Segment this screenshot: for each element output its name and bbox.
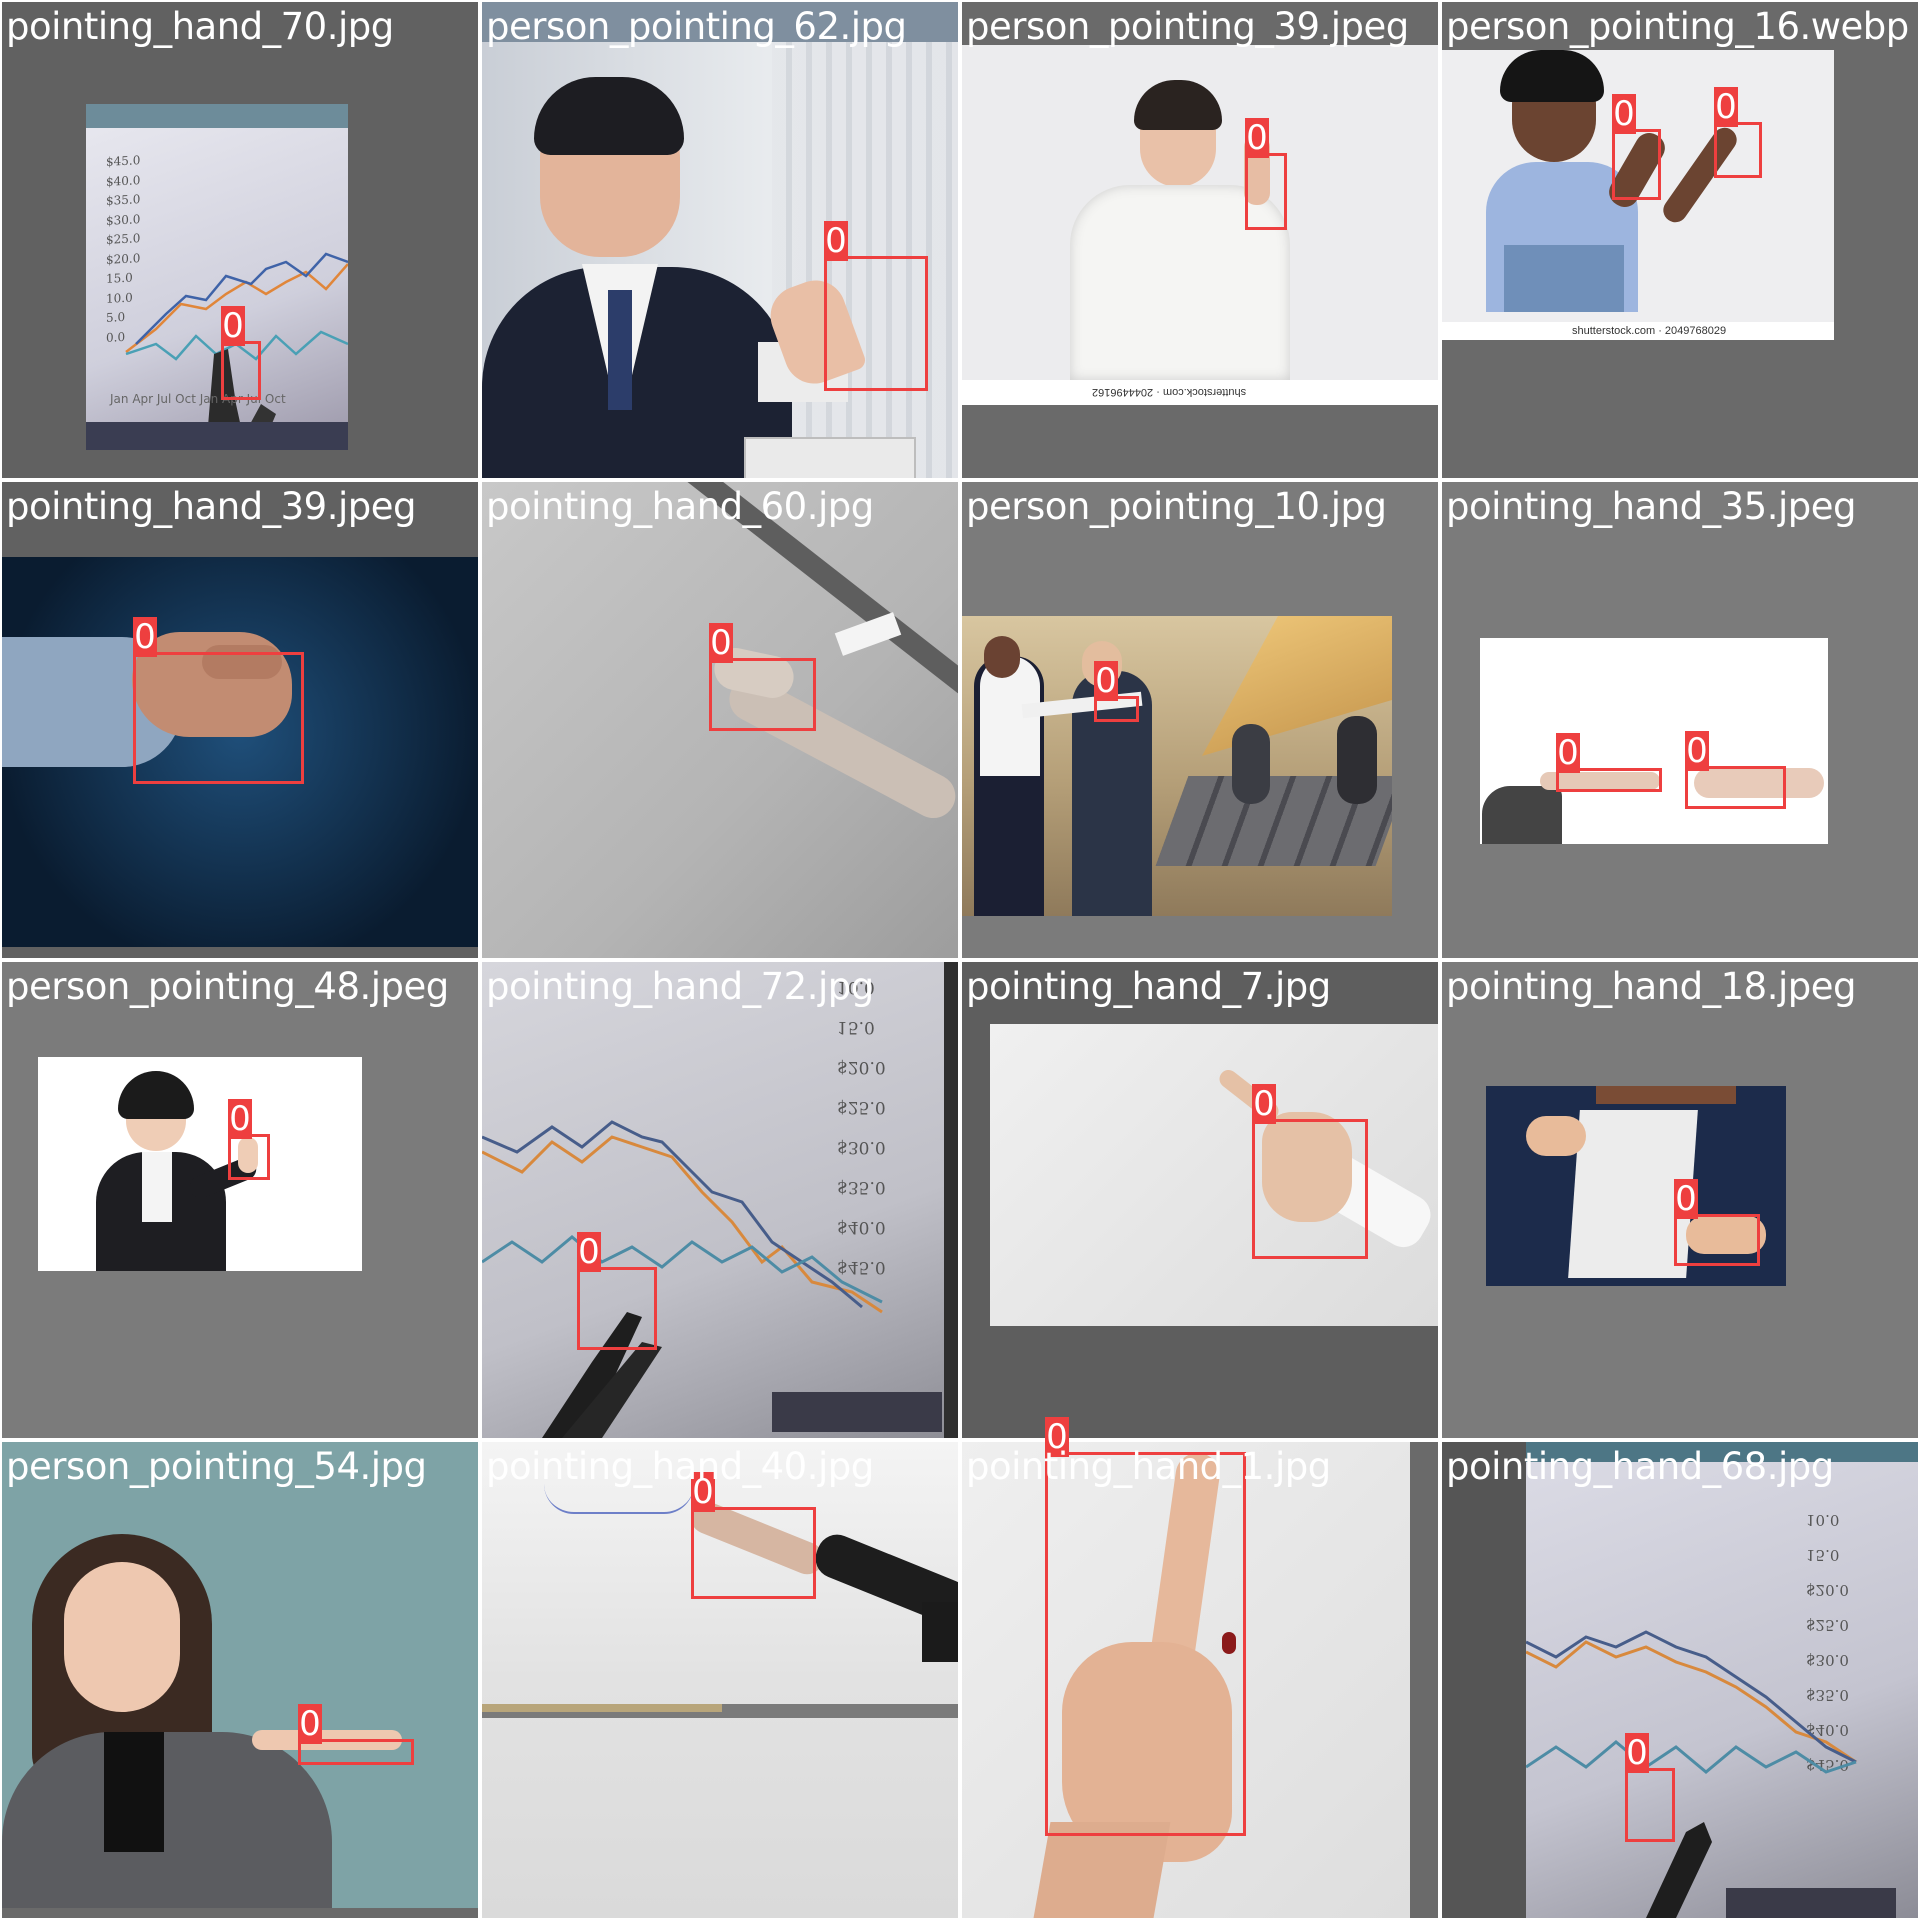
tile-person-pointing-62[interactable]: 0 person_pointing_62.jpg: [482, 2, 958, 478]
tile-pointing-hand-60[interactable]: 0 pointing_hand_60.jpg: [482, 482, 958, 958]
tile-filename: person_pointing_54.jpg: [6, 1445, 427, 1488]
box-label: 0: [1625, 1733, 1649, 1773]
tile-filename: person_pointing_39.jpeg: [966, 5, 1409, 48]
box-label: 0: [709, 623, 733, 663]
photo: [38, 1057, 362, 1271]
bounding-box: [298, 1739, 414, 1765]
box-label: 0: [691, 1472, 715, 1512]
tile-pointing-hand-39[interactable]: 0 pointing_hand_39.jpeg: [2, 482, 478, 958]
tile-filename: pointing_hand_70.jpg: [6, 5, 394, 48]
box-label: 0: [577, 1232, 601, 1272]
tile-filename: pointing_hand_68.jpg: [1446, 1445, 1834, 1488]
tile-pointing-hand-72[interactable]: $45.0 $40.0 $35.0 $30.0 $25.0 $20.0 15.0 10.0 0…: [482, 962, 958, 1438]
tile-filename: pointing_hand_35.jpeg: [1446, 485, 1857, 528]
tile-pointing-hand-18[interactable]: 0 pointing_hand_18.jpeg: [1442, 962, 1918, 1438]
tile-filename: pointing_hand_18.jpeg: [1446, 965, 1857, 1008]
tile-filename: pointing_hand_60.jpg: [486, 485, 874, 528]
box-label: 0: [1714, 87, 1738, 127]
photo: [962, 616, 1392, 916]
box-label: 0: [824, 221, 848, 261]
bounding-box: [1045, 1452, 1246, 1836]
photo: $45.0 $40.0 $35.0 $30.0 $25.0 $20.0 15.0 10.0: [1526, 1442, 1918, 1918]
chart-months: Jan Apr Jul Oct Jan Apr Jul Oct: [110, 392, 286, 406]
bounding-box: [1556, 768, 1662, 792]
bounding-box: [824, 256, 928, 391]
tile-filename: person_pointing_16.webp: [1446, 5, 1909, 48]
tile-person-pointing-39[interactable]: shutterstock.com · 2044496162 0 person_p…: [962, 2, 1438, 478]
box-label: 0: [1612, 94, 1636, 134]
box-label: 0: [298, 1704, 322, 1744]
watermark: shutterstock.com · 2044496162: [1092, 386, 1247, 398]
bounding-box: [1252, 1119, 1368, 1259]
tile-filename: pointing_hand_1.jpg: [966, 1445, 1331, 1488]
tile-filename: person_pointing_48.jpeg: [6, 965, 449, 1008]
tile-person-pointing-54[interactable]: 0 person_pointing_54.jpg: [2, 1442, 478, 1918]
photo: [482, 1442, 958, 1918]
box-label: 0: [133, 617, 157, 657]
bounding-box: [691, 1507, 816, 1599]
bounding-box: [1674, 1214, 1760, 1266]
photo: [2, 557, 478, 947]
bounding-box: [1714, 122, 1762, 178]
photo: [482, 42, 958, 478]
bounding-box: [133, 652, 304, 784]
box-label: 0: [1674, 1179, 1698, 1219]
box-label: 0: [228, 1099, 252, 1139]
tile-person-pointing-16[interactable]: shutterstock.com · 2049768029 0 0 person…: [1442, 2, 1918, 478]
tile-person-pointing-48[interactable]: 0 person_pointing_48.jpeg: [2, 962, 478, 1438]
tile-filename: pointing_hand_7.jpg: [966, 965, 1331, 1008]
tile-pointing-hand-7[interactable]: 0 pointing_hand_7.jpg: [962, 962, 1438, 1438]
box-label: 0: [221, 306, 245, 346]
tile-pointing-hand-70[interactable]: $45.0 $40.0 $35.0 $30.0 $25.0 $20.0 15.0 10.0 5.…: [2, 2, 478, 478]
tile-filename: person_pointing_10.jpg: [966, 485, 1387, 528]
photo: [962, 1442, 1410, 1918]
box-label: 0: [1045, 1417, 1069, 1457]
bounding-box: [228, 1134, 270, 1180]
bounding-box: [709, 658, 816, 731]
box-label: 0: [1556, 733, 1580, 773]
tile-pointing-hand-40[interactable]: 0 pointing_hand_40.jpg: [482, 1442, 958, 1918]
bounding-box: [1685, 766, 1786, 809]
tile-filename: pointing_hand_72.jpg: [486, 965, 874, 1008]
box-label: 0: [1245, 118, 1269, 158]
tile-filename: pointing_hand_40.jpg: [486, 1445, 874, 1488]
bounding-box: [1625, 1768, 1675, 1842]
bounding-box: [577, 1267, 657, 1350]
bounding-box: [1612, 129, 1661, 200]
tile-person-pointing-10[interactable]: 0 person_pointing_10.jpg: [962, 482, 1438, 958]
bounding-box: [221, 341, 261, 400]
box-label: 0: [1685, 731, 1709, 771]
tile-pointing-hand-1[interactable]: 0 pointing_hand_1.jpg: [962, 1417, 1438, 1918]
box-label: 0: [1094, 661, 1118, 701]
photo: [2, 1442, 478, 1918]
box-label: 0: [1252, 1084, 1276, 1124]
tile-filename: pointing_hand_39.jpeg: [6, 485, 417, 528]
photo: [1480, 638, 1828, 844]
photo: [1486, 1086, 1786, 1286]
bounding-box: [1245, 153, 1287, 230]
tile-pointing-hand-68[interactable]: $45.0 $40.0 $35.0 $30.0 $25.0 $20.0 15.0 10.0 0…: [1442, 1442, 1918, 1918]
photo: [482, 482, 958, 958]
chart-photo: $45.0 $40.0 $35.0 $30.0 $25.0 $20.0 15.0 10.0 5.…: [86, 104, 348, 450]
photo: [990, 1024, 1438, 1326]
tile-filename: person_pointing_62.jpg: [486, 5, 907, 48]
photo: $45.0 $40.0 $35.0 $30.0 $25.0 $20.0 15.0 10.0: [482, 962, 958, 1438]
watermark: shutterstock.com · 2049768029: [1572, 325, 1727, 337]
tile-pointing-hand-35[interactable]: 0 0 pointing_hand_35.jpeg: [1442, 482, 1918, 958]
photo: shutterstock.com · 2044496162: [962, 45, 1438, 405]
